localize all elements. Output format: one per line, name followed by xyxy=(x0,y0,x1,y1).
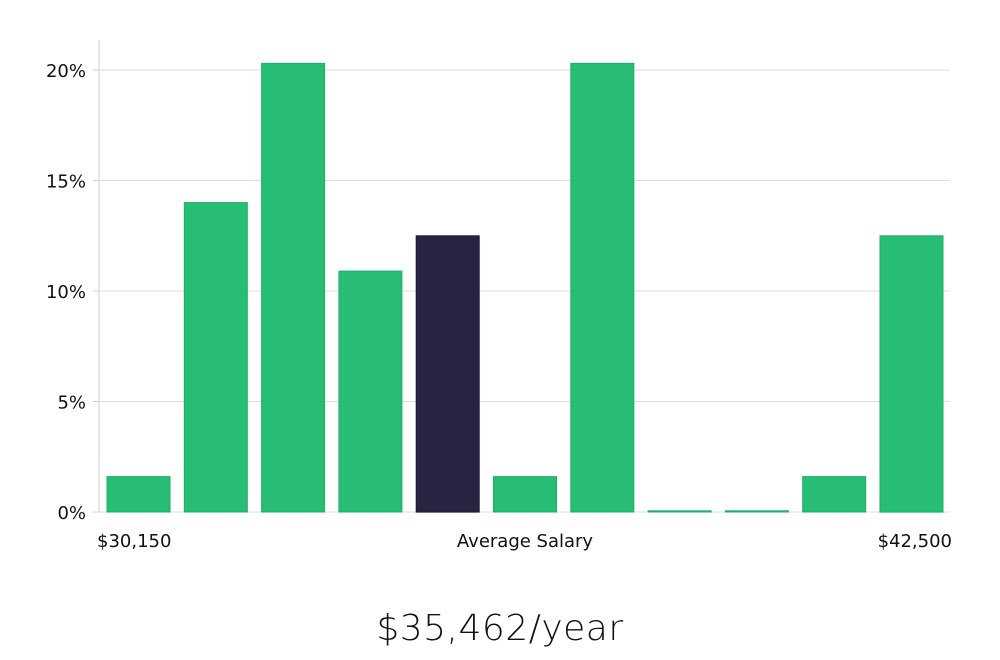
bar xyxy=(493,476,557,513)
bar xyxy=(802,476,867,513)
bar xyxy=(570,62,635,513)
bar-highlighted xyxy=(415,235,480,513)
x-axis-title: Average Salary xyxy=(457,531,594,552)
y-tick-label: 20% xyxy=(46,61,86,82)
y-tick-label: 0% xyxy=(57,503,86,524)
bar xyxy=(261,62,326,513)
x-labels: $30,150 Average Salary $42,500 xyxy=(97,531,952,552)
x-min-label: $30,150 xyxy=(97,531,171,552)
y-tick-label: 5% xyxy=(57,393,86,414)
average-salary-value: $35,462/year xyxy=(376,608,624,649)
bar xyxy=(724,510,789,513)
y-tick-label: 10% xyxy=(46,282,86,303)
y-tick-label: 15% xyxy=(46,172,86,193)
bars xyxy=(106,62,944,513)
bar xyxy=(647,510,712,513)
x-max-label: $42,500 xyxy=(878,531,952,552)
y-tick-labels: 0% 5% 10% 15% 20% xyxy=(46,61,86,524)
bar xyxy=(106,476,171,513)
bar xyxy=(879,235,944,513)
bar xyxy=(183,202,248,513)
salary-distribution-chart: 0% 5% 10% 15% 20% $30,150 Average Salary $42… xyxy=(46,40,952,552)
bar xyxy=(338,270,403,513)
